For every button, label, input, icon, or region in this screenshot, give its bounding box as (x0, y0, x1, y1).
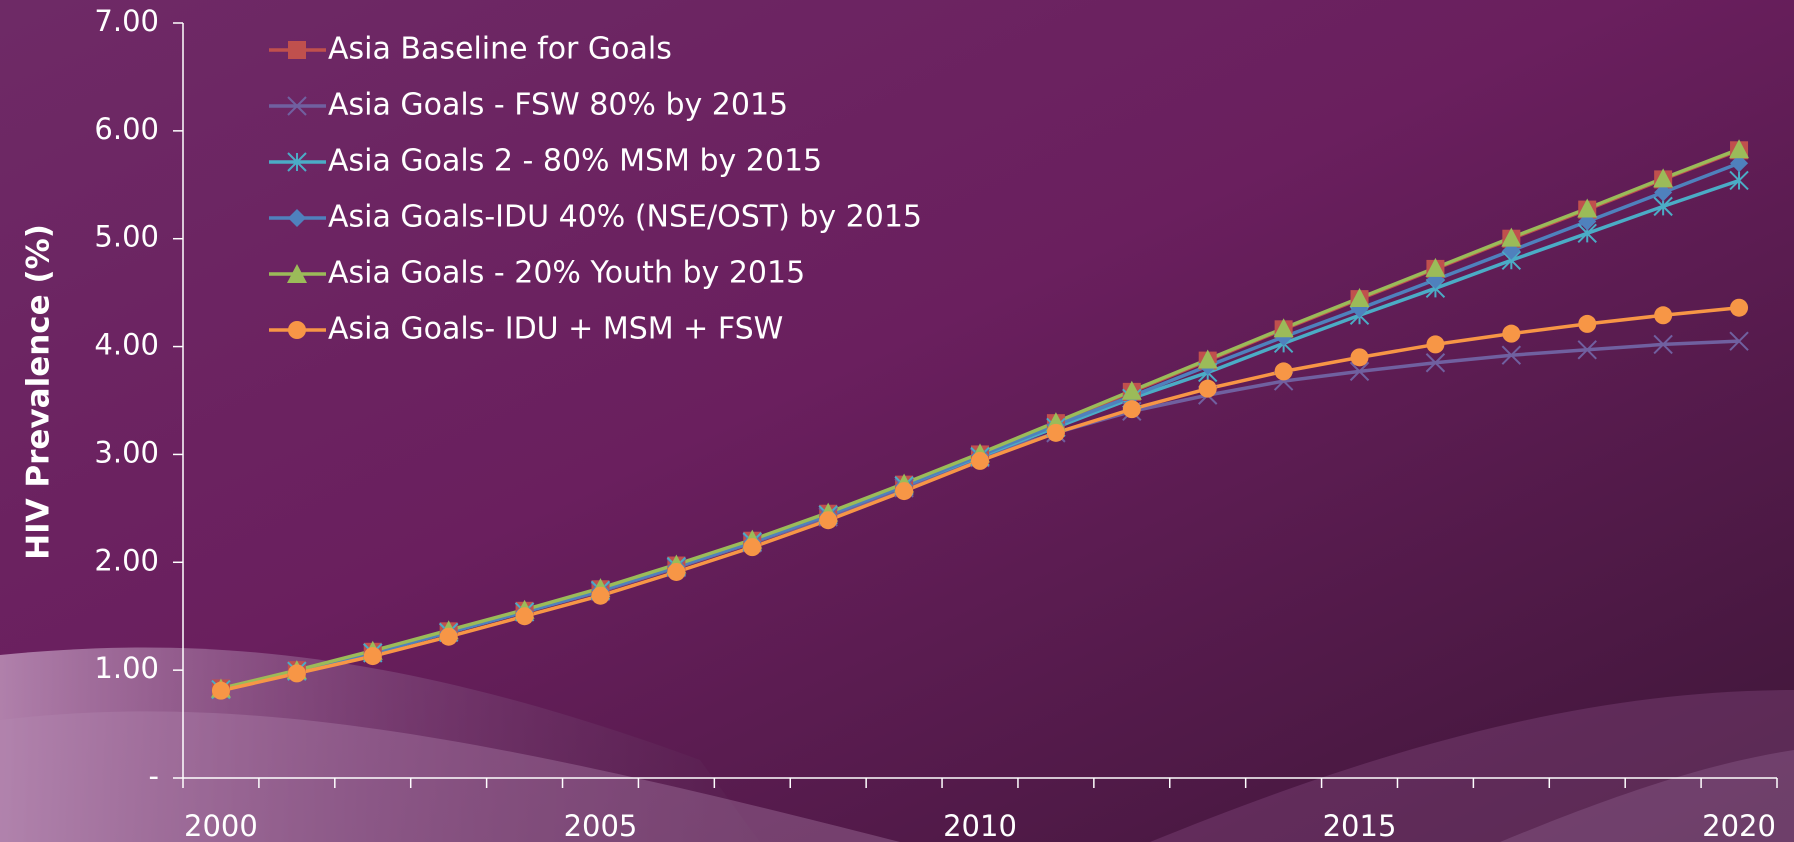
data-point (1197, 349, 1218, 369)
data-point (1653, 168, 1674, 188)
data-point (1654, 306, 1673, 325)
data-point (667, 562, 686, 581)
data-point (1577, 340, 1597, 360)
legend-label: Asia Goals - 20% Youth by 2015 (328, 256, 805, 291)
data-point (1502, 324, 1521, 343)
data-point (1350, 348, 1369, 367)
data-point (1653, 334, 1673, 355)
data-point (1198, 379, 1217, 398)
legend-label: Asia Goals-IDU 40% (NSE/OST) by 2015 (328, 200, 922, 235)
y-tick-label: 1.00 (94, 651, 159, 685)
legend-swatch-marker (288, 321, 306, 339)
data-point (1122, 400, 1141, 419)
data-point (1273, 318, 1294, 338)
data-point (895, 482, 914, 501)
data-point (1425, 353, 1446, 373)
data-point (1729, 170, 1749, 191)
y-tick-label: 7.00 (94, 4, 159, 38)
data-point (515, 607, 534, 626)
data-point (1501, 345, 1522, 365)
y-tick-label: 3.00 (94, 435, 159, 469)
data-point (1729, 139, 1750, 159)
data-point (1578, 314, 1597, 333)
y-tick-label: - (149, 759, 159, 793)
y-tick-label: 2.00 (94, 543, 159, 577)
data-point (1349, 361, 1370, 382)
legend-swatch-marker (288, 41, 306, 59)
data-point (1729, 331, 1749, 351)
background-wave (1500, 750, 1794, 842)
data-point (1046, 423, 1065, 442)
x-tick-label: 2000 (184, 809, 258, 842)
data-point (1654, 183, 1673, 202)
legend-label: Asia Goals - FSW 80% by 2015 (328, 88, 788, 123)
data-point (363, 647, 382, 666)
data-point (1426, 335, 1445, 354)
data-point (1730, 154, 1749, 173)
data-point (971, 451, 989, 470)
data-point (211, 681, 230, 700)
legend-swatch-marker (288, 209, 306, 227)
y-tick-label: 6.00 (94, 112, 159, 146)
data-point (1425, 257, 1446, 277)
data-point (743, 538, 762, 557)
data-point (591, 586, 610, 605)
data-point (1730, 298, 1749, 317)
data-point (1121, 380, 1142, 400)
background-wave (0, 647, 760, 842)
data-point (287, 664, 306, 683)
y-tick-label: 5.00 (94, 220, 159, 254)
x-tick-label: 2010 (943, 809, 1017, 842)
legend-swatch-marker (287, 264, 307, 283)
x-tick-label: 2020 (1702, 809, 1776, 842)
data-point (819, 511, 838, 530)
legend-swatch-marker (287, 152, 307, 172)
x-tick-label: 2005 (564, 809, 638, 842)
y-axis-title: HIV Prevalence (%) (21, 224, 57, 560)
data-point (1577, 198, 1598, 218)
x-tick-label: 2015 (1323, 809, 1397, 842)
data-point (1501, 227, 1522, 247)
background-wave (1150, 690, 1794, 842)
y-tick-label: 4.00 (94, 328, 159, 362)
legend-label: Asia Goals 2 - 80% MSM by 2015 (328, 144, 822, 179)
background-wave (0, 711, 900, 842)
legend-swatch-marker (287, 96, 307, 116)
data-point (439, 627, 458, 646)
data-point (1349, 288, 1370, 308)
data-point (1274, 362, 1293, 381)
legend-label: Asia Baseline for Goals (328, 32, 672, 67)
legend-label: Asia Goals- IDU + MSM + FSW (328, 312, 783, 347)
